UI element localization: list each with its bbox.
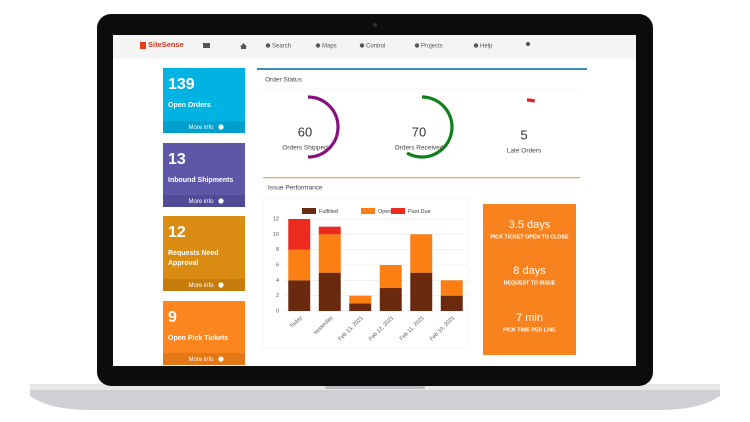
gauge-arc xyxy=(526,98,536,103)
nav-bar xyxy=(113,35,636,59)
bar-segment xyxy=(288,280,311,311)
bar-segment xyxy=(318,226,341,235)
home-icon[interactable] xyxy=(240,43,247,49)
tile-value: 139 xyxy=(168,76,195,93)
y-tick-label: 0 xyxy=(276,308,279,314)
bar-segment xyxy=(318,234,341,273)
bar-segment xyxy=(440,280,463,296)
tile-label: Inbound Shipments xyxy=(168,177,233,184)
nav-item[interactable]: Help xyxy=(480,44,493,50)
nav-item[interactable]: Projects xyxy=(421,44,443,50)
y-tick-label: 6 xyxy=(276,262,279,268)
nav-icon[interactable] xyxy=(473,43,479,48)
kpi-label: REQUEST TO ISSUE xyxy=(504,280,556,286)
legend-swatch xyxy=(361,208,375,214)
tile-link[interactable]: More info xyxy=(188,199,214,205)
kpi-value: 8 days xyxy=(513,265,546,277)
tile-value: 9 xyxy=(168,309,177,326)
panel-top-border xyxy=(257,68,587,70)
bar-segment xyxy=(288,219,311,250)
tile xyxy=(163,216,245,291)
nav-icon[interactable] xyxy=(359,43,365,48)
y-tick-label: 10 xyxy=(273,232,279,238)
gauge-label: Orders Received xyxy=(395,145,444,152)
brand-logo xyxy=(140,42,146,49)
bar-segment xyxy=(410,272,433,311)
gauge-value: 5 xyxy=(520,127,527,142)
tile-link[interactable]: More info xyxy=(188,357,214,363)
tile-link-bar[interactable] xyxy=(163,121,245,133)
tile-value: 13 xyxy=(168,151,186,168)
bar-segment xyxy=(349,303,372,311)
gauge-arc xyxy=(307,95,340,159)
gauge-label: Late Orders xyxy=(507,148,542,155)
bar-segment xyxy=(440,295,463,311)
y-tick-label: 12 xyxy=(273,216,279,222)
kpi-label: PICK TICKET OPEN TO CLOSE xyxy=(490,234,569,240)
legend-swatch xyxy=(391,208,405,214)
gauge-arc xyxy=(406,95,454,159)
tile-link[interactable]: More info xyxy=(188,283,214,289)
bar-segment xyxy=(410,234,433,273)
bar-segment xyxy=(379,265,402,288)
gauge-label: Orders Shipped xyxy=(282,145,328,152)
panel-title: Order Status xyxy=(265,77,303,84)
y-tick-label: 8 xyxy=(276,247,279,253)
y-tick-label: 4 xyxy=(276,278,279,284)
nav-icon[interactable] xyxy=(265,43,271,48)
nav-icon[interactable] xyxy=(315,43,321,48)
user-icon[interactable] xyxy=(526,42,530,46)
kpi-box xyxy=(483,204,576,355)
kpi-label: PICK TIME PER LINE xyxy=(503,327,556,333)
nav-item[interactable]: Control xyxy=(366,44,385,50)
bar-segment xyxy=(379,288,402,311)
gauge-value: 70 xyxy=(412,124,426,139)
legend-label: Past Due xyxy=(408,209,431,215)
kpi-value: 3.5 days xyxy=(509,219,551,231)
legend-label: Open xyxy=(378,209,391,215)
bar-segment xyxy=(349,295,372,304)
tile-label: Open Orders xyxy=(168,102,211,109)
tile-link-icon[interactable] xyxy=(218,282,224,288)
tile-link-icon[interactable] xyxy=(218,198,224,204)
tile-link[interactable]: More info xyxy=(188,125,214,131)
section-title: Issue Performance xyxy=(268,185,323,192)
tile-label: Open Pick Tickets xyxy=(168,335,228,342)
brand[interactable]: SiteSense xyxy=(148,40,184,49)
legend-label: Fulfilled xyxy=(319,209,338,215)
nav-icon[interactable] xyxy=(414,43,420,48)
tile-link-bar[interactable] xyxy=(163,353,245,365)
tile-link-bar[interactable] xyxy=(163,195,245,207)
menu-icon[interactable] xyxy=(203,43,210,48)
tile-link-icon[interactable] xyxy=(218,356,224,362)
nav-item[interactable]: Maps xyxy=(322,44,337,50)
legend-swatch xyxy=(302,208,316,214)
camera xyxy=(373,23,377,27)
bar-segment xyxy=(288,249,311,281)
gauge-value: 60 xyxy=(298,124,312,139)
laptop-base xyxy=(30,386,720,410)
kpi-value: 7 min xyxy=(516,312,543,324)
tile-label: Requests Need Approval xyxy=(168,250,219,267)
nav-item[interactable]: Search xyxy=(272,44,291,50)
y-tick-label: 2 xyxy=(276,293,279,299)
tile-link-icon[interactable] xyxy=(218,124,224,130)
bar-segment xyxy=(318,272,341,311)
tile-link-bar[interactable] xyxy=(163,279,245,291)
tile-value: 12 xyxy=(168,224,186,241)
section-divider xyxy=(263,177,580,179)
